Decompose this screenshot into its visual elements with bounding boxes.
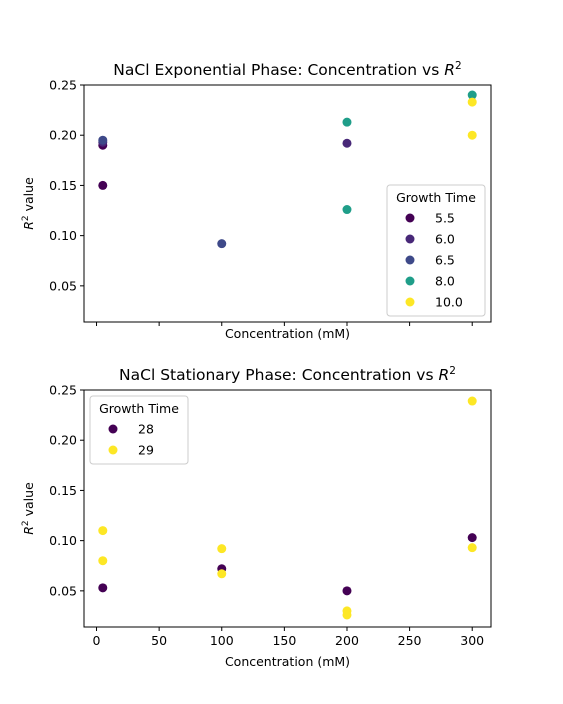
- exponential-phase-plot: NaCl Exponential Phase: Concentration vs…: [21, 60, 492, 341]
- stationary-y-tick-label: 0.20: [49, 433, 77, 448]
- stationary-point-29: [217, 569, 227, 579]
- stationary-plot-frame: [83, 389, 492, 628]
- exponential-y-tick-label: 0.25: [49, 78, 77, 93]
- stationary-x-tick-label: 250: [398, 633, 422, 648]
- exponential-legend-items: 5.5 6.0 6.5 8.0 10.0: [405, 211, 463, 310]
- exponential-plot-points: [98, 90, 477, 249]
- exponential-point-6-5: [98, 135, 108, 145]
- stationary-point-29: [98, 556, 108, 566]
- exponential-y-tick-label: 0.05: [49, 278, 77, 293]
- stationary-y-tick-label: 0.05: [49, 583, 77, 598]
- exponential-legend-label: 5.5: [435, 211, 455, 226]
- stationary-x-tick-label: 50: [151, 633, 167, 648]
- stationary-point-29: [467, 543, 477, 553]
- stationary-point-28: [342, 586, 352, 596]
- exponential-point-8-0: [342, 205, 352, 215]
- stationary-x-tick-label: 200: [335, 633, 359, 648]
- exponential-point-5-5: [98, 180, 108, 190]
- stationary-x-tick-label: 0: [93, 633, 101, 648]
- stationary-x-axis-label: Concentration (mM): [225, 654, 350, 669]
- exponential-legend-marker: [405, 276, 415, 286]
- stationary-phase-plot: NaCl Stationary Phase: Concentration vs …: [21, 365, 492, 669]
- exponential-legend-label: 6.5: [435, 253, 455, 268]
- exponential-point-6-0: [342, 138, 352, 148]
- stationary-x-tick-label: 100: [210, 633, 234, 648]
- stationary-x-tick-label: 300: [460, 633, 484, 648]
- stationary-point-29: [217, 544, 227, 554]
- exponential-legend-label: 8.0: [435, 274, 455, 289]
- stationary-point-29: [98, 526, 108, 536]
- stationary-y-ticks: 0.05 0.10 0.15 0.20 0.25: [49, 383, 84, 598]
- exponential-plot-frame: [83, 84, 492, 323]
- exponential-legend-title: Growth Time: [396, 190, 476, 205]
- stationary-point-28: [467, 533, 477, 543]
- stationary-legend-marker: [108, 424, 118, 434]
- stationary-y-tick-label: 0.25: [49, 383, 77, 398]
- stationary-y-tick-label: 0.15: [49, 483, 77, 498]
- stationary-legend-label: 28: [138, 422, 154, 437]
- exponential-legend-marker: [405, 297, 415, 307]
- stationary-legend-title: Growth Time: [99, 401, 179, 416]
- stationary-x-tick-label: 150: [272, 633, 296, 648]
- stationary-x-ticks: 0 50 100 150 200 250 300: [93, 627, 484, 648]
- stationary-point-29: [342, 610, 352, 620]
- stationary-plot-title: NaCl Stationary Phase: Concentration vs …: [119, 365, 456, 384]
- exponential-point-8-0: [342, 117, 352, 127]
- stationary-point-29: [467, 396, 477, 406]
- exponential-legend-label: 10.0: [435, 295, 463, 310]
- exponential-y-tick-label: 0.15: [49, 178, 77, 193]
- exponential-legend-marker: [405, 234, 415, 244]
- exponential-point-10-0: [467, 97, 477, 107]
- exponential-x-ticks: [96, 322, 473, 326]
- stationary-y-tick-label: 0.10: [49, 533, 77, 548]
- exponential-legend: Growth Time 5.5 6.0 6.5 8.0 10.0: [386, 184, 486, 317]
- stationary-legend-marker: [108, 445, 118, 455]
- exponential-y-ticks: 0.05 0.10 0.15 0.20 0.25: [49, 78, 84, 293]
- exponential-point-10-0: [467, 130, 477, 140]
- exponential-point-6-5: [217, 239, 227, 249]
- exponential-legend-marker: [405, 213, 415, 223]
- exponential-x-axis-label: Concentration (mM): [225, 326, 350, 341]
- exponential-point-8-0: [467, 90, 477, 100]
- exponential-y-tick-label: 0.10: [49, 228, 77, 243]
- stationary-y-axis-label: R2 value: [21, 482, 36, 535]
- stationary-legend-label: 29: [138, 443, 154, 458]
- exponential-y-axis-label: R2 value: [21, 177, 36, 230]
- exponential-legend-label: 6.0: [435, 232, 455, 247]
- stationary-plot-points: [98, 396, 477, 620]
- exponential-y-tick-label: 0.20: [49, 128, 77, 143]
- exponential-legend-marker: [405, 255, 415, 265]
- stationary-point-28: [98, 583, 108, 593]
- exponential-plot-title: NaCl Exponential Phase: Concentration vs…: [113, 60, 461, 79]
